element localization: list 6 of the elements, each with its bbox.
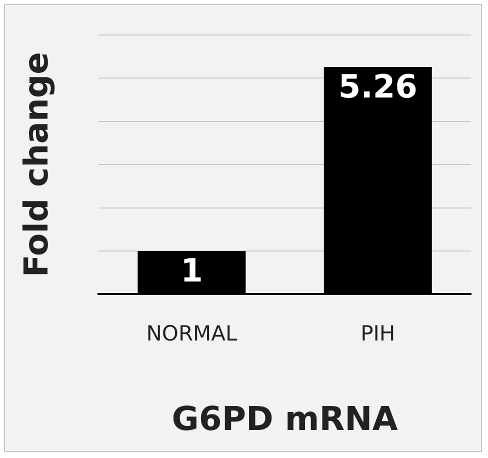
x-tick-label: NORMAL <box>146 321 238 346</box>
x-axis-title: G6PD mRNA <box>172 398 398 438</box>
y-axis-title: Fold change <box>16 52 56 278</box>
data-label: 5.26 <box>338 67 418 106</box>
x-tick-label: PIH <box>360 321 396 346</box>
data-label: 1 <box>180 251 203 290</box>
